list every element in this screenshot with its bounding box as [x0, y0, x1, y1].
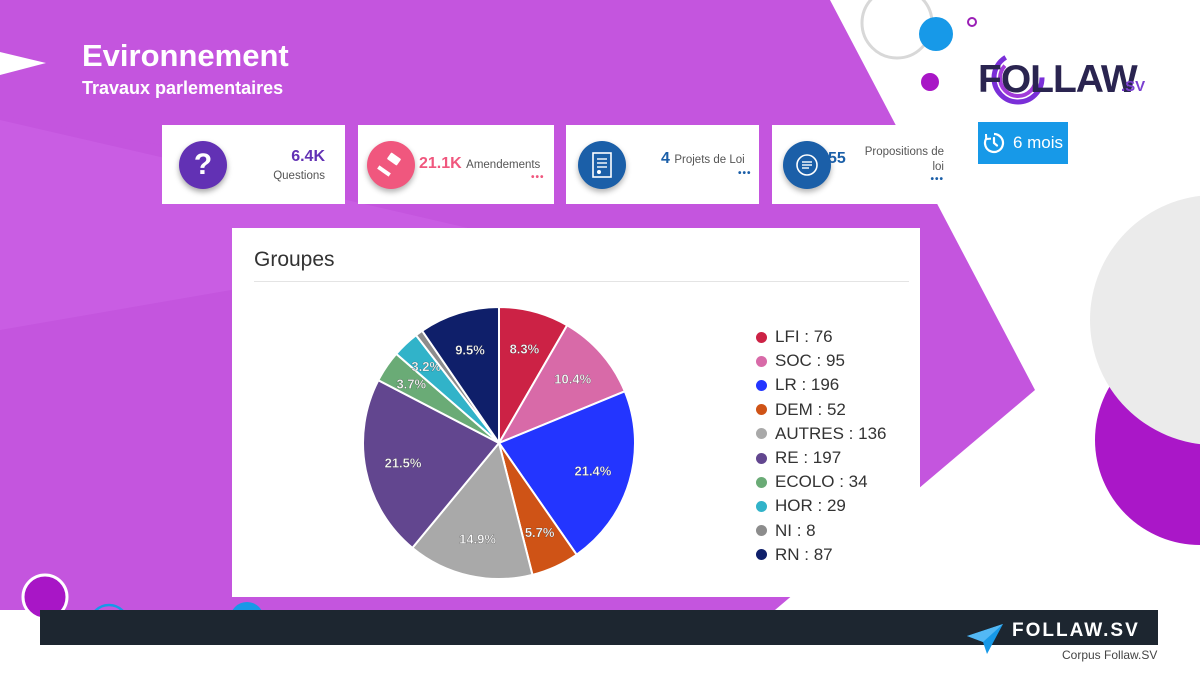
logo-text: FOLLAW — [978, 58, 1138, 101]
kpi-value: 4 — [661, 150, 670, 167]
chart-title: Groupes — [254, 248, 335, 271]
pie-label-lr: 21.4% — [574, 464, 611, 479]
kpi-label-cont: loi — [932, 161, 944, 173]
legend-item-lfi[interactable]: LFI : 76 — [756, 325, 887, 349]
legend-swatch — [756, 476, 767, 488]
pie-chart: 8.3% 10.4% 21.4% 5.7% 14.9% 21.5% 3.7% 3.2% 9.5% — [362, 305, 636, 580]
pie-label-rn: 9.5% — [455, 342, 485, 357]
legend-item-ecolo[interactable]: ECOLO : 34 — [756, 470, 887, 494]
legend-swatch — [756, 404, 767, 416]
more-button[interactable]: ••• — [738, 168, 752, 179]
pie-slice-autres[interactable] — [410, 440, 534, 580]
pie-label-hor: 3.2% — [411, 359, 441, 374]
logo-swirl-icon — [991, 51, 1045, 105]
legend-label: LFI : 76 — [775, 327, 833, 347]
legend-item-hor[interactable]: HOR : 29 — [756, 494, 887, 518]
kpi-label: Propositions de — [864, 146, 944, 158]
kpi-value: 21.1K — [419, 155, 462, 172]
legend-label: HOR : 29 — [775, 496, 846, 516]
pie-slice-rn[interactable] — [420, 305, 500, 447]
groupes-chart-card: Groupes 8.3% 10.4% 21.4% 5.7% 14.9% 21.5% 3.7%… — [232, 228, 920, 597]
legend-label: AUTRES : 136 — [775, 423, 887, 443]
legend-item-autres[interactable]: AUTRES : 136 — [756, 422, 887, 446]
pie-slice-re[interactable] — [362, 378, 501, 550]
kpi-questions[interactable]: ? 6.4K Questions — [162, 125, 345, 204]
period-button[interactable]: 6 mois — [978, 122, 1068, 164]
pie-label-re: 21.5% — [385, 455, 422, 470]
legend-label: SOC : 95 — [775, 351, 845, 371]
question-icon: ? — [179, 141, 227, 189]
more-button[interactable]: ••• — [531, 172, 545, 183]
legend-label: RE : 197 — [775, 448, 842, 468]
kpi-value: 6.4K — [291, 148, 325, 165]
legend-swatch — [756, 428, 767, 440]
footer-bar — [40, 610, 1158, 645]
pie-label-ecolo: 3.7% — [396, 376, 426, 391]
kpi-propositions-de-loi[interactable]: 55 Propositions de loi ••• — [772, 125, 954, 204]
page-subtitle: Travaux parlementaires — [82, 78, 284, 98]
kpi-value: 55 — [828, 150, 846, 167]
page-title: Evironnement — [82, 38, 289, 73]
pie-label-autres: 14.9% — [459, 532, 496, 547]
paper-plane-icon — [967, 624, 1003, 654]
legend-swatch — [756, 355, 767, 367]
legend-item-soc[interactable]: SOC : 95 — [756, 349, 887, 373]
legend-label: RN : 87 — [775, 544, 833, 564]
legend-label: DEM : 52 — [775, 399, 846, 419]
kpi-amendements[interactable]: 21.1K Amendements ••• — [358, 125, 554, 204]
legend-item-lr[interactable]: LR : 196 — [756, 373, 887, 397]
legend-swatch — [756, 379, 767, 391]
follaw-logo: FOLLAW .SV — [978, 51, 1148, 106]
logo-suffix: .SV — [1121, 78, 1146, 95]
divider — [254, 281, 909, 282]
legend-item-rn[interactable]: RN : 87 — [756, 543, 887, 567]
pie-slice-soc[interactable] — [496, 323, 627, 446]
period-label: 6 mois — [1012, 133, 1064, 152]
legend-swatch — [756, 549, 767, 561]
document-icon — [578, 141, 626, 189]
chart-legend: LFI : 76 SOC : 95 LR : 196 DEM : 52 AUTRES :… — [756, 325, 887, 567]
source-credit: Corpus Follaw.SV — [1062, 648, 1158, 662]
kpi-projets-de-loi[interactable]: 4 Projets de Loi ••• — [566, 125, 759, 204]
history-clock-icon — [983, 132, 1005, 154]
pie-label-dem: 5.7% — [525, 525, 555, 540]
proposal-icon — [783, 141, 831, 189]
pie-slice-lr[interactable] — [497, 389, 636, 557]
legend-item-ni[interactable]: NI : 8 — [756, 519, 887, 543]
legend-swatch — [756, 331, 767, 343]
pie-label-soc: 10.4% — [554, 372, 591, 387]
legend-label: NI : 8 — [775, 520, 816, 540]
legend-label: ECOLO : 34 — [775, 472, 868, 492]
legend-swatch — [756, 525, 767, 537]
kpi-label: Projets de Loi — [674, 154, 745, 166]
gavel-icon — [367, 141, 415, 189]
kpi-label: Amendements — [466, 159, 541, 171]
more-button[interactable]: ••• — [930, 174, 944, 185]
legend-label: LR : 196 — [775, 375, 840, 395]
legend-swatch — [756, 452, 767, 464]
legend-item-dem[interactable]: DEM : 52 — [756, 398, 887, 422]
legend-item-re[interactable]: RE : 197 — [756, 446, 887, 470]
footer-brand: FOLLAW.SV — [1012, 620, 1140, 641]
pie-label-lfi: 8.3% — [510, 341, 540, 356]
legend-swatch — [756, 500, 767, 512]
kpi-label: Questions — [273, 170, 325, 182]
